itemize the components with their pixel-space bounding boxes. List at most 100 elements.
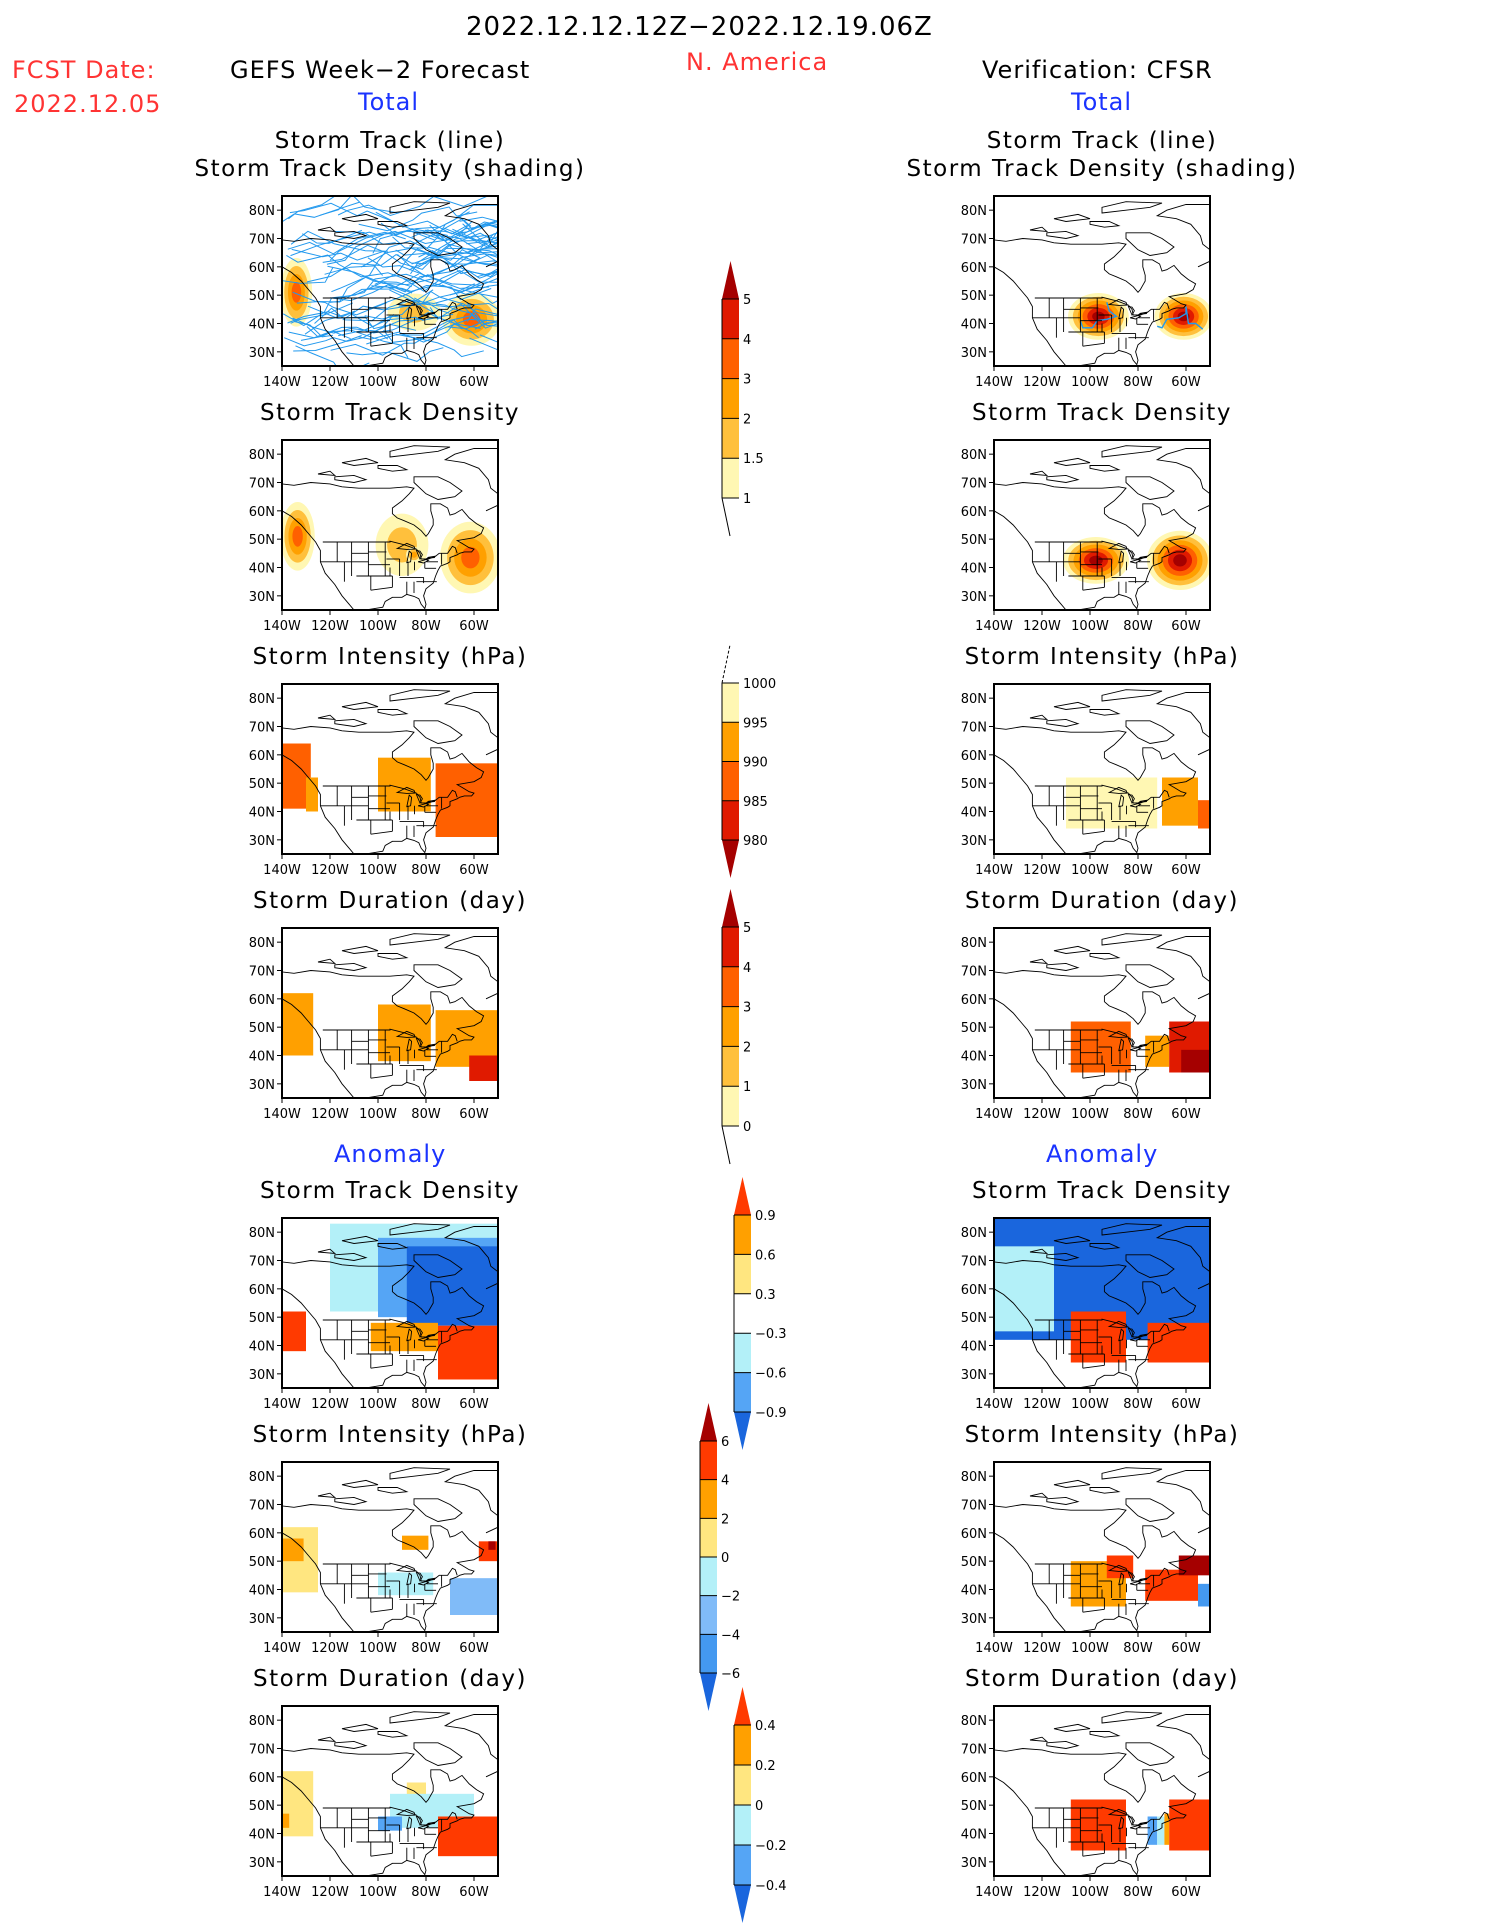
map-frame xyxy=(281,1705,499,1877)
shaded-cell-region xyxy=(1147,1816,1158,1845)
colorbar-underflow-triangle xyxy=(700,1673,717,1711)
map-panel-fc-density: 30N 40N 50N 60N 70N 80N 140W 120W 100W 80W 60W xyxy=(249,439,499,634)
colorbar-label: −0.9 xyxy=(755,1406,787,1421)
map-frame xyxy=(993,1217,1211,1389)
lon-tick-label: 120W xyxy=(1023,1885,1061,1900)
period-title: 2022.12.12.12Z−2022.12.19.06Z xyxy=(466,12,933,42)
shaded-cell-region xyxy=(378,1816,402,1831)
map-frame xyxy=(281,195,499,367)
colorbar-segment xyxy=(734,1765,751,1806)
lon-tick-label: 80W xyxy=(411,1107,441,1122)
map-frame xyxy=(281,683,499,855)
colorbar-label: 1 xyxy=(743,1080,751,1095)
verification-anomaly-label: Anomaly xyxy=(1046,1140,1159,1168)
lat-tick-label: 80N xyxy=(961,1226,987,1241)
map-frame xyxy=(993,1461,1211,1633)
panel-title: Storm Track Density xyxy=(972,1178,1232,1204)
colorbar-underflow-triangle xyxy=(722,840,739,878)
lat-tick-label: 30N xyxy=(249,1368,275,1383)
colorbar-label: −0.2 xyxy=(755,1839,787,1854)
lat-tick-label: 70N xyxy=(961,965,987,980)
map-panel-fc-intensity: 30N 40N 50N 60N 70N 80N 140W 120W 100W 80W 60W xyxy=(249,683,499,878)
colorbar-overflow-triangle xyxy=(734,1687,751,1725)
colorbar-segment xyxy=(722,761,739,802)
map-frame xyxy=(993,683,1211,855)
colorbar-underflow-triangle xyxy=(734,1885,751,1923)
colorbar-segment xyxy=(700,1441,717,1481)
lat-tick-label: 30N xyxy=(249,590,275,605)
lon-tick-label: 120W xyxy=(1023,1107,1061,1122)
lon-tick-label: 140W xyxy=(263,619,301,634)
colorbar-label: 2 xyxy=(743,412,751,427)
lon-tick-label: 60W xyxy=(1171,1397,1201,1412)
lon-tick-label: 100W xyxy=(1071,1397,1109,1412)
colorbar-segment xyxy=(700,1634,717,1674)
lon-tick-label: 60W xyxy=(1171,1107,1201,1122)
lat-tick-label: 70N xyxy=(961,1743,987,1758)
lat-tick-label: 30N xyxy=(961,834,987,849)
lat-tick-label: 50N xyxy=(249,289,275,304)
colorbar-segment xyxy=(722,299,739,340)
lat-tick-label: 60N xyxy=(249,993,275,1008)
lat-tick-label: 30N xyxy=(961,1612,987,1627)
panel-title: Storm Intensity (hPa) xyxy=(964,644,1240,670)
shaded-cell-region xyxy=(282,1538,304,1562)
map-frame xyxy=(993,927,1211,1099)
lat-tick-label: 30N xyxy=(249,1612,275,1627)
colorbar-label: 1 xyxy=(743,492,751,507)
lat-tick-label: 40N xyxy=(249,1340,275,1355)
lat-tick-label: 70N xyxy=(961,721,987,736)
lon-tick-label: 140W xyxy=(263,1397,301,1412)
colorbar-label: −0.4 xyxy=(755,1879,787,1894)
density-contour xyxy=(410,551,418,558)
colorbar-label: 4 xyxy=(743,961,751,976)
colorbar-density_total: 1 1.5 2 3 4 5 xyxy=(721,261,764,537)
lat-tick-label: 50N xyxy=(961,777,987,792)
lon-tick-label: 60W xyxy=(1171,619,1201,634)
map-frame xyxy=(993,195,1211,367)
colorbar-segment xyxy=(722,338,739,380)
lat-tick-label: 30N xyxy=(249,834,275,849)
lon-tick-label: 120W xyxy=(1023,619,1061,634)
colorbar-segment xyxy=(734,1333,751,1374)
fcst-date-value: 2022.12.05 xyxy=(14,90,162,118)
verification-total-label: Total xyxy=(1071,88,1133,116)
shaded-cell-region xyxy=(1181,1049,1210,1073)
lon-tick-label: 120W xyxy=(1023,1641,1061,1656)
panel-title: Storm Track (line) xyxy=(274,128,506,154)
lon-tick-label: 100W xyxy=(1071,863,1109,878)
colorbar-label: 0.9 xyxy=(755,1209,776,1224)
lon-tick-label: 140W xyxy=(263,1107,301,1122)
shaded-cell-region xyxy=(306,777,318,812)
density-contour xyxy=(1092,311,1105,322)
lon-tick-label: 140W xyxy=(975,1641,1013,1656)
colorbar-segment xyxy=(722,966,739,1008)
shaded-cell-region xyxy=(435,763,498,837)
lat-tick-label: 40N xyxy=(249,318,275,333)
lon-tick-label: 100W xyxy=(359,375,397,390)
lon-tick-label: 140W xyxy=(975,1885,1013,1900)
lon-tick-label: 140W xyxy=(263,1641,301,1656)
lat-tick-label: 50N xyxy=(249,777,275,792)
colorbar-segment xyxy=(734,1845,751,1886)
map-panel-fc-intensity-anom: 30N 40N 50N 60N 70N 80N 140W 120W 100W 80W 60W xyxy=(249,1461,499,1656)
shaded-cell-region xyxy=(438,1325,498,1380)
lat-tick-label: 50N xyxy=(961,1021,987,1036)
lat-tick-label: 80N xyxy=(249,936,275,951)
shaded-cell-region xyxy=(402,1535,429,1550)
lat-tick-label: 80N xyxy=(961,1714,987,1729)
shaded-cell-region xyxy=(1169,1799,1210,1851)
colorbar-segment xyxy=(722,1006,739,1047)
lon-tick-label: 80W xyxy=(411,619,441,634)
shaded-cell-region xyxy=(1157,1816,1165,1845)
lat-tick-label: 40N xyxy=(249,562,275,577)
lat-tick-label: 80N xyxy=(249,1226,275,1241)
map-panel-fc-duration-anom: 30N 40N 50N 60N 70N 80N 140W 120W 100W 80W 60W xyxy=(249,1705,499,1900)
lat-tick-label: 80N xyxy=(249,204,275,219)
coastline-outline xyxy=(282,445,498,610)
lat-tick-label: 30N xyxy=(249,1856,275,1871)
colorbar-segment xyxy=(734,1805,751,1846)
panel-title: Storm Intensity (hPa) xyxy=(252,644,528,670)
lat-tick-label: 50N xyxy=(249,1021,275,1036)
lat-tick-label: 80N xyxy=(961,692,987,707)
